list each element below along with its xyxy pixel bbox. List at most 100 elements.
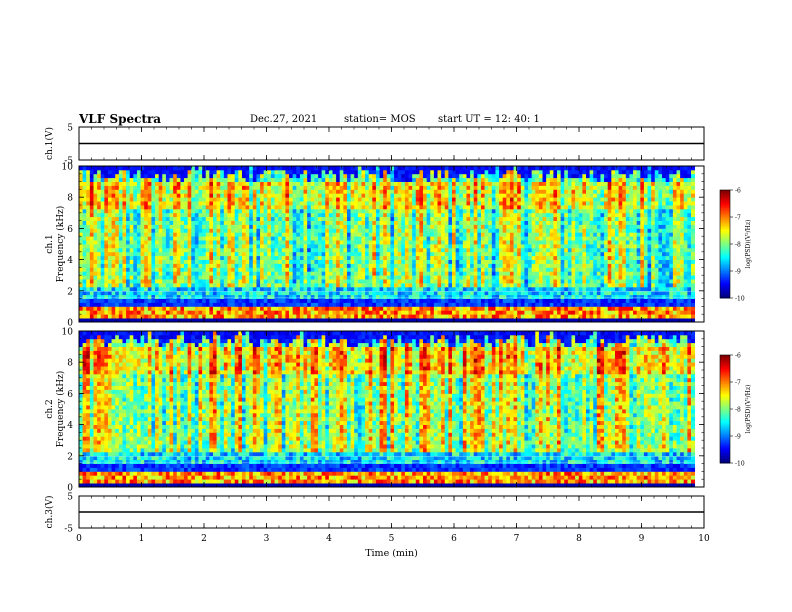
y-axis-label: ch.1(V) bbox=[44, 127, 55, 160]
colorbar-tick-label: -8 bbox=[735, 242, 741, 249]
colorbar-segment bbox=[720, 416, 730, 419]
colorbar-segment bbox=[720, 235, 730, 238]
y-tick-label: 2 bbox=[67, 452, 73, 462]
colorbar-segment bbox=[720, 244, 730, 247]
colorbar-tick-label: -10 bbox=[735, 461, 745, 468]
colorbar-segment bbox=[720, 202, 730, 205]
colorbar-segment bbox=[720, 218, 730, 222]
colorbar-tick-label: -9 bbox=[735, 434, 741, 441]
colorbar-segment bbox=[720, 267, 730, 270]
colorbar-segment bbox=[720, 454, 730, 457]
colorbar-segment bbox=[720, 450, 730, 453]
colorbar-segment bbox=[720, 443, 730, 446]
y-tick-label: 8 bbox=[67, 359, 73, 369]
colorbar-segment bbox=[720, 412, 730, 415]
y-axis-label: ch.1 bbox=[45, 234, 55, 253]
colorbar-segment bbox=[720, 229, 730, 232]
colorbar-tick-label: -9 bbox=[735, 269, 741, 276]
spectrogram-ch1 bbox=[79, 166, 696, 323]
colorbar-segment bbox=[720, 280, 730, 283]
colorbar-segment bbox=[720, 256, 730, 259]
colorbar-segment bbox=[720, 367, 730, 370]
colorbar-segment bbox=[720, 373, 730, 376]
y-tick-label: 6 bbox=[67, 390, 73, 400]
colorbar-segment bbox=[720, 382, 730, 385]
colorbar-segment bbox=[720, 423, 730, 426]
colorbar-segment bbox=[720, 436, 730, 439]
colorbar-segment bbox=[720, 289, 730, 292]
colorbar-segment bbox=[720, 262, 730, 265]
colorbar-segment bbox=[720, 358, 730, 361]
colorbar-segment bbox=[720, 253, 730, 256]
y-tick-label: -5 bbox=[64, 525, 73, 535]
colorbar-segment bbox=[720, 191, 730, 195]
colorbar-segment bbox=[720, 265, 730, 268]
colorbar-segment bbox=[720, 461, 730, 464]
colorbar-segment bbox=[720, 459, 730, 462]
colorbar-segment bbox=[720, 254, 730, 258]
y-axis-label: Frequency (kHz) bbox=[55, 206, 66, 283]
colorbar-segment bbox=[720, 251, 730, 254]
colorbar-segment bbox=[720, 258, 730, 261]
colorbar-segment bbox=[720, 204, 730, 207]
colorbar-segment bbox=[720, 407, 730, 410]
colorbar-segment bbox=[720, 193, 730, 196]
colorbar-segment bbox=[720, 364, 730, 367]
colorbar-segment bbox=[720, 371, 730, 374]
x-tick-label: 8 bbox=[576, 534, 582, 544]
colorbar-segment bbox=[720, 391, 730, 394]
colorbar-label: log(PSD)(V²/Hz) bbox=[745, 385, 752, 434]
y-tick-label: 5 bbox=[67, 124, 73, 134]
colorbar-segment bbox=[720, 355, 730, 358]
colorbar-tick-label: -8 bbox=[735, 407, 741, 414]
colorbar-segment bbox=[720, 389, 730, 392]
colorbar-segment bbox=[720, 400, 730, 403]
colorbar-segment bbox=[720, 362, 730, 365]
colorbar-segment bbox=[720, 360, 730, 363]
colorbar-segment bbox=[720, 222, 730, 225]
spectrogram-cells bbox=[79, 331, 696, 488]
colorbar-segment bbox=[720, 446, 730, 450]
colorbar-segment bbox=[720, 437, 730, 441]
chart-title: VLF Spectra bbox=[79, 112, 162, 126]
colorbar-segment bbox=[720, 398, 730, 401]
x-tick-label: 7 bbox=[514, 534, 520, 544]
colorbar-ch1: -10 -9 -8 -7 -6 log(PSD)(V²/Hz) bbox=[719, 188, 752, 303]
y-tick-label: 0 bbox=[67, 484, 73, 494]
colorbar-segment bbox=[720, 445, 730, 448]
colorbar-segment bbox=[720, 452, 730, 455]
colorbar-segment bbox=[720, 263, 730, 267]
colorbar-segment bbox=[720, 394, 730, 397]
colorbar-segment bbox=[720, 401, 730, 405]
colorbar-segment bbox=[720, 428, 730, 432]
colorbar-segment bbox=[720, 294, 730, 297]
colorbar-segment bbox=[720, 421, 730, 424]
colorbar-segment bbox=[720, 409, 730, 412]
colorbar-ch2: -10 -9 -8 -7 -6 log(PSD)(V²/Hz) bbox=[719, 353, 752, 468]
y-tick-label: 10 bbox=[62, 163, 74, 173]
colorbar-segment bbox=[720, 281, 730, 285]
colorbar-segment bbox=[720, 278, 730, 281]
colorbar-segment bbox=[720, 269, 730, 272]
colorbar-segment bbox=[720, 434, 730, 437]
colorbar-segment bbox=[720, 383, 730, 387]
colorbar-segment bbox=[720, 369, 730, 372]
colorbar-segment bbox=[720, 271, 730, 274]
colorbar-segment bbox=[720, 414, 730, 417]
colorbar-segment bbox=[720, 403, 730, 406]
y-tick-label: 8 bbox=[67, 194, 73, 204]
colorbar-segment bbox=[720, 376, 730, 379]
colorbar-segment bbox=[720, 285, 730, 288]
y-tick-label: 10 bbox=[62, 328, 74, 338]
colorbar-segment bbox=[720, 287, 730, 290]
x-tick-label: 1 bbox=[139, 534, 145, 544]
x-tick-label: 5 bbox=[389, 534, 395, 544]
colorbar-segment bbox=[720, 208, 730, 211]
colorbar-segment bbox=[720, 385, 730, 388]
colorbar-segment bbox=[720, 220, 730, 223]
colorbar-segment bbox=[720, 260, 730, 263]
colorbar-segment bbox=[720, 190, 730, 193]
x-tick-label: 10 bbox=[698, 534, 710, 544]
colorbar-segment bbox=[720, 211, 730, 214]
colorbar-segment bbox=[720, 356, 730, 360]
